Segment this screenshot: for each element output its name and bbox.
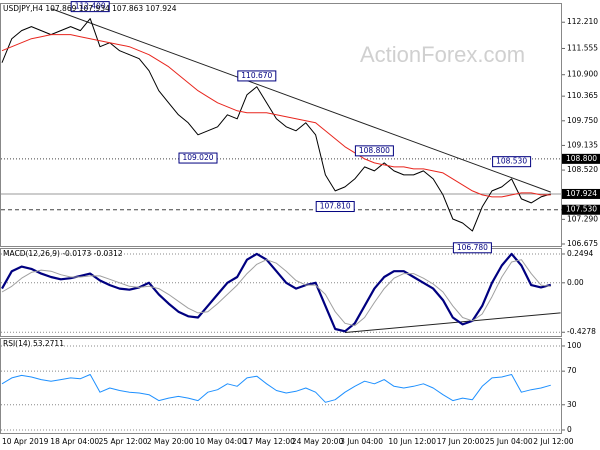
x-tick-label: 17 May 12:00 [244, 437, 296, 446]
x-tick-label: 10 Jun 12:00 [388, 437, 436, 446]
x-tick-label: 24 May 20:00 [292, 437, 344, 446]
y-tick-label: 110.900 [567, 70, 598, 79]
y-tick-label: 106.675 [567, 239, 598, 248]
annotation-box [237, 70, 277, 82]
y-tick-label: 0.2494 [567, 249, 593, 258]
y-tick-label: 30 [567, 400, 577, 409]
annotation-box [354, 145, 394, 157]
level-box [562, 204, 600, 215]
y-tick-label: 108.520 [567, 165, 598, 174]
annotation-box [492, 156, 532, 168]
pane-title: USDJPY,H4 107.869 107.934 107.863 107.92… [3, 4, 177, 13]
y-tick-label: 70 [567, 366, 577, 375]
annotation-label: 107.810 [320, 202, 351, 211]
annotation-label: 109.020 [182, 153, 213, 162]
y-tick-label: 100 [567, 341, 582, 350]
x-tick-label: 10 May 04:00 [195, 437, 247, 446]
level-box [562, 188, 600, 199]
x-tick-label: 3 Jun 04:00 [340, 437, 383, 446]
annotation-box [315, 201, 355, 213]
trendline [50, 8, 551, 193]
annotation-box [70, 1, 110, 13]
y-tick-label: -0.4278 [567, 327, 596, 336]
x-tick-label: 17 Jun 20:00 [437, 437, 485, 446]
y-tick-label: 0 [567, 425, 572, 434]
trendline [344, 312, 561, 334]
y-tick-label: 111.555 [567, 43, 598, 52]
x-tick-label: 2 May 20:00 [147, 437, 194, 446]
watermark: ActionForex.com [360, 42, 525, 67]
annotation-label: 108.800 [359, 146, 390, 155]
y-tick-label: 110.365 [567, 91, 598, 100]
level-label: 108.800 [566, 154, 597, 163]
level-label: 107.530 [566, 205, 597, 214]
pane-title: MACD(12,26,9) -0.0173 -0.0312 [3, 249, 123, 258]
macd-pane [0, 248, 562, 337]
annotation-box [178, 152, 218, 164]
series-line [1, 259, 551, 327]
annotation-label: 106.780 [457, 243, 488, 252]
annotation-box [452, 242, 492, 254]
y-tick-label: 107.290 [567, 214, 598, 223]
x-tick-label: 18 Apr 04:00 [50, 437, 99, 446]
series-line [1, 374, 551, 403]
y-tick-label: 0.00 [567, 278, 584, 287]
x-tick-label: 2 Jul 12:00 [533, 437, 573, 446]
x-tick-label: 10 Apr 2019 [2, 437, 49, 446]
annotation-label: 108.530 [496, 157, 527, 166]
level-box [562, 153, 600, 164]
y-tick-label: 112.210 [567, 17, 598, 26]
x-tick-label: 25 Apr 12:00 [99, 437, 148, 446]
annotation-label: 112.400 [75, 2, 106, 11]
level-label: 107.924 [566, 189, 597, 198]
series-line [1, 18, 551, 232]
series-line [1, 34, 551, 198]
rsi-pane [0, 338, 562, 434]
y-tick-label: 109.750 [567, 116, 598, 125]
y-tick-label: 109.135 [567, 140, 598, 149]
annotation-label: 110.670 [241, 71, 272, 80]
pane-title: RSI(14) 53.2711 [3, 339, 64, 348]
price-pane [0, 3, 562, 247]
x-tick-label: 25 Jun 04:00 [485, 437, 533, 446]
